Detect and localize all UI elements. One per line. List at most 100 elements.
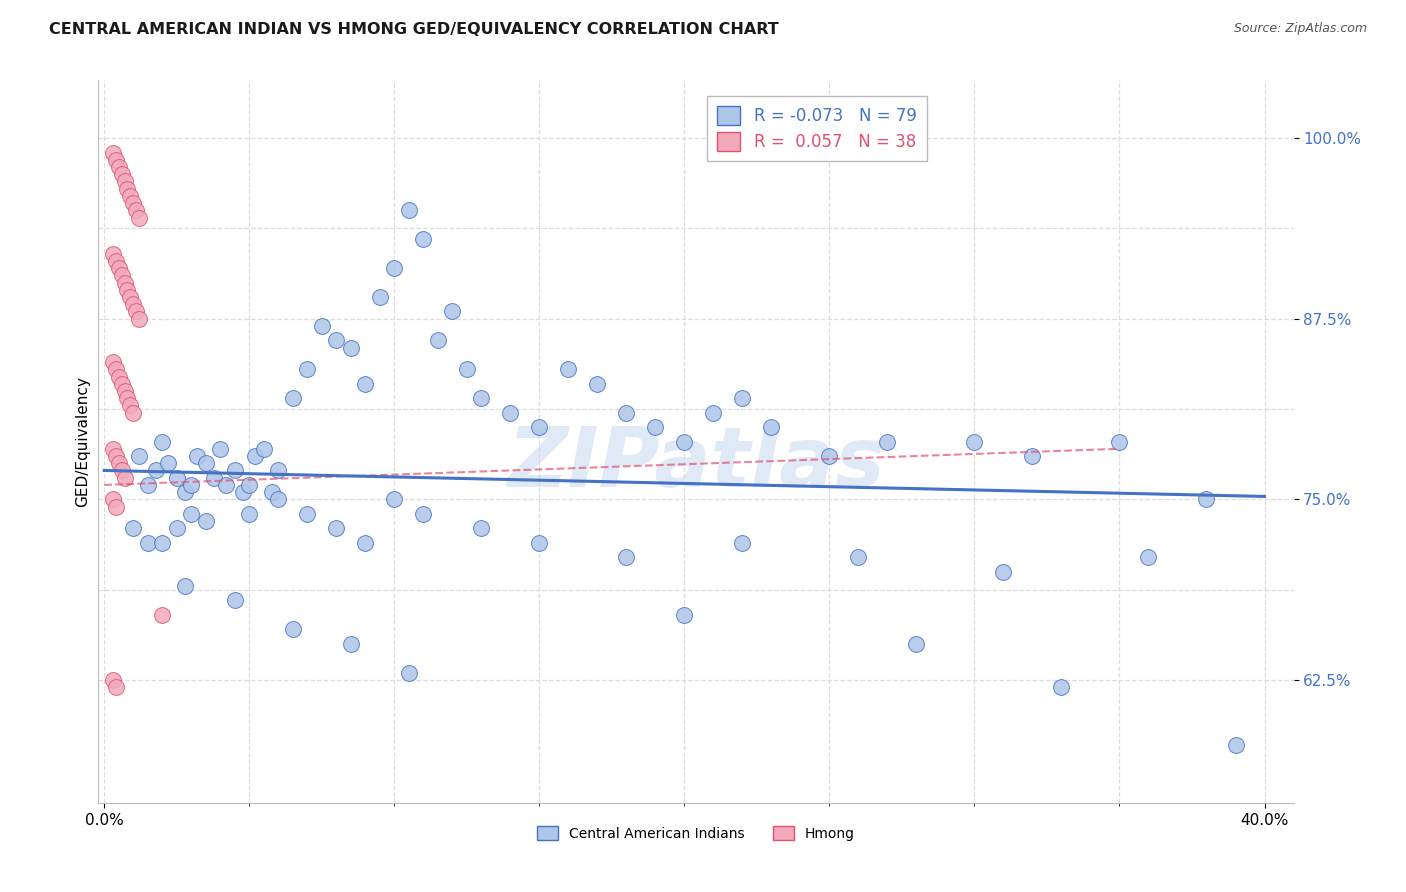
Point: [644, 420, 666, 434]
Point: [157, 456, 180, 470]
Point: [398, 203, 420, 218]
Point: [180, 507, 202, 521]
Point: [101, 246, 124, 260]
Point: [702, 406, 724, 420]
Point: [848, 550, 870, 565]
Point: [120, 398, 142, 412]
Point: [731, 535, 754, 549]
Text: Source: ZipAtlas.com: Source: ZipAtlas.com: [1233, 22, 1367, 36]
Point: [614, 406, 637, 420]
Point: [117, 283, 139, 297]
Point: [101, 673, 124, 687]
Point: [297, 362, 319, 376]
Point: [107, 160, 129, 174]
Point: [111, 167, 134, 181]
Point: [243, 449, 266, 463]
Point: [354, 376, 377, 391]
Point: [673, 434, 696, 449]
Point: [238, 507, 260, 521]
Point: [114, 470, 136, 484]
Point: [311, 318, 333, 333]
Point: [281, 623, 304, 637]
Point: [281, 391, 304, 405]
Point: [905, 637, 928, 651]
Point: [426, 334, 449, 348]
Point: [253, 442, 276, 456]
Point: [412, 232, 434, 246]
Point: [122, 406, 145, 420]
Point: [111, 268, 134, 283]
Point: [232, 485, 254, 500]
Point: [398, 665, 420, 680]
Point: [101, 442, 124, 456]
Point: [107, 456, 129, 470]
Point: [150, 535, 173, 549]
Point: [1137, 550, 1160, 565]
Point: [104, 362, 127, 376]
Point: [104, 449, 127, 463]
Point: [107, 369, 129, 384]
Point: [382, 261, 405, 276]
Point: [174, 579, 197, 593]
Point: [470, 391, 492, 405]
Point: [339, 637, 361, 651]
Point: [174, 485, 197, 500]
Point: [194, 456, 217, 470]
Point: [586, 376, 609, 391]
Point: [529, 420, 551, 434]
Point: [111, 463, 134, 477]
Point: [1050, 680, 1073, 694]
Point: [180, 478, 202, 492]
Point: [993, 565, 1015, 579]
Point: [104, 680, 127, 694]
Point: [215, 478, 238, 492]
Point: [166, 521, 188, 535]
Point: [529, 535, 551, 549]
Point: [818, 449, 841, 463]
Point: [114, 384, 136, 398]
Point: [150, 434, 173, 449]
Point: [145, 463, 167, 477]
Point: [354, 535, 377, 549]
Point: [114, 174, 136, 188]
Point: [267, 492, 290, 507]
Point: [122, 521, 145, 535]
Point: [368, 290, 391, 304]
Point: [1021, 449, 1043, 463]
Point: [673, 607, 696, 622]
Point: [238, 478, 260, 492]
Point: [204, 470, 226, 484]
Point: [441, 304, 464, 318]
Point: [166, 470, 188, 484]
Point: [101, 355, 124, 369]
Point: [209, 442, 232, 456]
Point: [128, 211, 150, 225]
Point: [122, 196, 145, 211]
Point: [339, 341, 361, 355]
Text: CENTRAL AMERICAN INDIAN VS HMONG GED/EQUIVALENCY CORRELATION CHART: CENTRAL AMERICAN INDIAN VS HMONG GED/EQU…: [49, 22, 779, 37]
Y-axis label: GED/Equivalency: GED/Equivalency: [75, 376, 90, 507]
Point: [186, 449, 208, 463]
Point: [122, 297, 145, 311]
Point: [194, 514, 217, 528]
Point: [1225, 738, 1247, 752]
Point: [731, 391, 754, 405]
Point: [262, 485, 284, 500]
Point: [125, 304, 148, 318]
Point: [1195, 492, 1218, 507]
Point: [297, 507, 319, 521]
Point: [876, 434, 898, 449]
Point: [499, 406, 522, 420]
Point: [224, 463, 246, 477]
Point: [1108, 434, 1130, 449]
Point: [224, 593, 246, 607]
Point: [101, 145, 124, 160]
Point: [382, 492, 405, 507]
Legend: Central American Indians, Hmong: Central American Indians, Hmong: [531, 821, 860, 847]
Point: [128, 311, 150, 326]
Point: [136, 535, 159, 549]
Point: [614, 550, 637, 565]
Point: [125, 203, 148, 218]
Point: [150, 607, 173, 622]
Point: [120, 189, 142, 203]
